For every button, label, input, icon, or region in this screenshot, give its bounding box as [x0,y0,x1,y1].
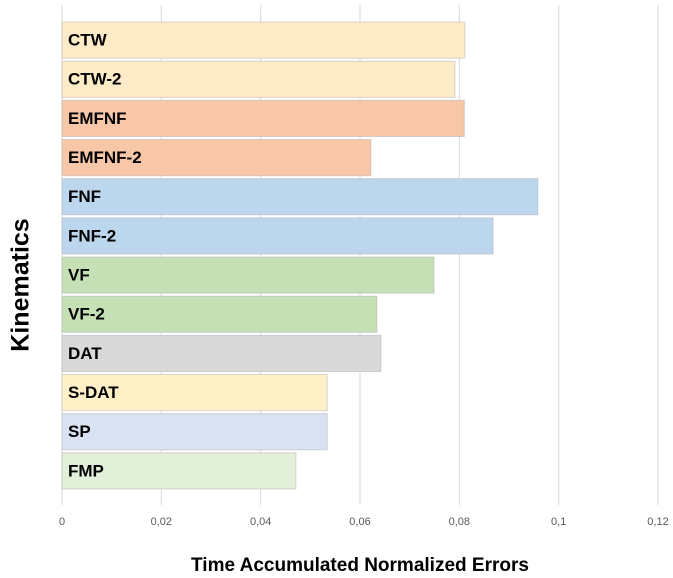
category-label: SP [68,422,91,441]
x-tick-label: 0,06 [349,516,370,528]
x-tick-label: 0,08 [449,516,470,528]
category-label: VF-2 [68,305,105,324]
y-axis-title: Kinematics [7,218,35,351]
bar [61,217,494,255]
bar [61,413,328,451]
bar [61,60,456,98]
x-tick-label: 0 [59,516,65,528]
category-label: VF [68,266,90,285]
bar [61,374,328,412]
category-label: S-DAT [68,383,119,402]
bar [61,139,372,177]
bar [61,295,378,333]
bar [61,99,465,138]
category-label: CTW [68,31,108,50]
x-tick-label: 0,04 [250,516,271,528]
x-axis-title: Time Accumulated Normalized Errors [191,555,529,576]
category-label: EMFNF [68,109,127,128]
category-label: CTW-2 [68,70,121,89]
category-label: DAT [68,344,102,363]
category-label: FNF [68,187,101,206]
x-tick-label: 0,02 [151,516,172,528]
bar [61,334,382,373]
category-label: FMP [68,461,104,480]
category-label: EMFNF-2 [68,148,142,167]
x-tick-label: 0,1 [551,516,566,528]
category-label: FNF-2 [68,226,116,245]
bar [61,21,466,59]
bar [61,178,539,216]
bar [61,256,435,294]
x-tick-label: 0,12 [647,516,668,528]
bar [61,452,297,490]
